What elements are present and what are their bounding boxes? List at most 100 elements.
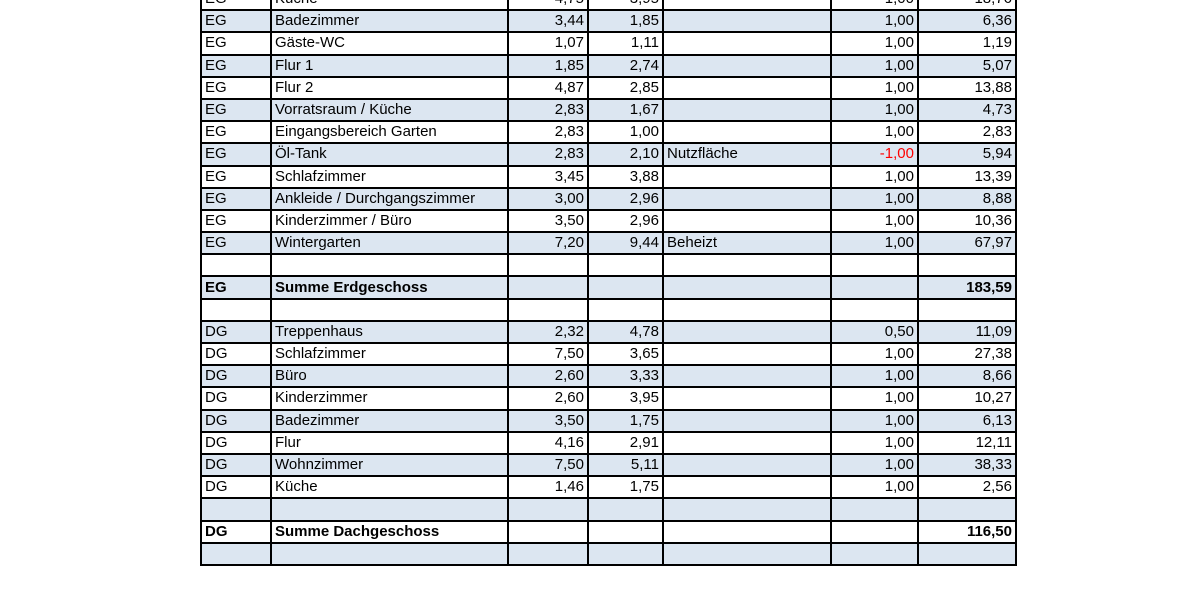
table-cell: 1,00: [830, 9, 919, 34]
table-cell: [270, 297, 509, 322]
table-cell: 1,11: [587, 31, 664, 56]
table-cell: [662, 452, 832, 478]
table-cell: 1,00: [830, 164, 919, 189]
table-cell: 183,59: [917, 275, 1017, 300]
table-cell: [507, 297, 589, 322]
table-cell: [587, 275, 664, 300]
table-cell: 2,74: [587, 53, 664, 78]
table-cell: 1,00: [830, 53, 919, 78]
table-cell: Eingangsbereich Garten: [270, 120, 509, 145]
table-cell: [917, 497, 1017, 522]
table-cell: 38,33: [917, 452, 1017, 478]
table-cell: 18,76: [917, 0, 1017, 12]
table-cell: DG: [200, 430, 272, 455]
table-cell: Flur 1: [270, 53, 509, 78]
table-cell: 13,39: [917, 164, 1017, 189]
table-row: EG Vorratsraum / Küche 2,83 1,67 1,00 4,73: [200, 97, 1017, 123]
table-row: DG Summe Dachgeschoss 116,50: [200, 519, 1017, 544]
table-row: [200, 541, 1017, 566]
table-cell: DG: [200, 364, 272, 389]
table-cell: 2,83: [917, 120, 1017, 145]
table-cell: Wintergarten: [270, 231, 509, 256]
table-cell: [662, 475, 832, 500]
table-cell: Badezimmer: [270, 9, 509, 34]
table-cell: 1,67: [587, 97, 664, 123]
table-cell: EG: [200, 53, 272, 78]
table-cell: [200, 253, 272, 278]
table-cell: 3,95: [587, 386, 664, 411]
table-cell: [662, 97, 832, 123]
table-cell: 1,19: [917, 31, 1017, 56]
table-cell: 12,11: [917, 430, 1017, 455]
table-cell: Summe Dachgeschoss: [270, 519, 509, 544]
table-cell: [662, 120, 832, 145]
table-cell: EG: [200, 142, 272, 167]
table-cell: [662, 541, 832, 566]
table-row: [200, 297, 1017, 322]
table-cell: [830, 275, 919, 300]
table-cell: DG: [200, 519, 272, 544]
table-cell: Küche: [270, 475, 509, 500]
table-cell: [662, 275, 832, 300]
table-row: EG Flur 2 4,87 2,85 1,00 13,88: [200, 75, 1017, 100]
table-cell: 5,94: [917, 142, 1017, 167]
table-cell: -1,00: [830, 142, 919, 167]
table-cell: [662, 408, 832, 433]
table-cell: 13,88: [917, 75, 1017, 100]
table-row: EG Schlafzimmer 3,45 3,88 1,00 13,39: [200, 164, 1017, 189]
table-cell: 9,44: [587, 231, 664, 256]
table-cell: 7,20: [507, 231, 589, 256]
table-cell: [507, 519, 589, 544]
table-cell: [662, 31, 832, 56]
table-cell: 1,00: [830, 31, 919, 56]
table-cell: 8,88: [917, 186, 1017, 211]
table-cell: 1,46: [507, 475, 589, 500]
table-cell: [917, 253, 1017, 278]
table-row: EG Eingangsbereich Garten 2,83 1,00 1,00 2,83: [200, 120, 1017, 145]
table-cell: [662, 53, 832, 78]
table-cell: 2,83: [507, 142, 589, 167]
table-cell: Flur: [270, 430, 509, 455]
table-cell: [662, 519, 832, 544]
table-cell: 3,50: [507, 408, 589, 433]
table-cell: 1,75: [587, 475, 664, 500]
table-cell: Treppenhaus: [270, 319, 509, 345]
table-cell: [270, 541, 509, 566]
table-cell: 1,00: [830, 430, 919, 455]
table-cell: 3,00: [507, 186, 589, 211]
table-cell: DG: [200, 408, 272, 433]
table-row: EG Ankleide / Durchgangszimmer 3,00 2,96 1,0…: [200, 186, 1017, 211]
table-cell: 1,00: [587, 120, 664, 145]
table-cell: Kinderzimmer: [270, 386, 509, 411]
table-cell: [830, 497, 919, 522]
table-cell: 2,96: [587, 186, 664, 211]
table-cell: 27,38: [917, 341, 1017, 367]
table-cell: [200, 297, 272, 322]
table-cell: [662, 364, 832, 389]
table-cell: 11,09: [917, 319, 1017, 345]
table-cell: 4,87: [507, 75, 589, 100]
table-cell: 1,00: [830, 208, 919, 234]
table-cell: 6,13: [917, 408, 1017, 433]
table-cell: DG: [200, 386, 272, 411]
table-cell: [662, 253, 832, 278]
table-cell: [662, 386, 832, 411]
table-cell: [270, 497, 509, 522]
table-cell: [830, 519, 919, 544]
table-cell: 10,27: [917, 386, 1017, 411]
table-cell: 1,85: [507, 53, 589, 78]
table-cell: Öl-Tank: [270, 142, 509, 167]
table-cell: 1,85: [587, 9, 664, 34]
table-row: [200, 497, 1017, 522]
table-row: EG Summe Erdgeschoss 183,59: [200, 275, 1017, 300]
table-cell: 2,10: [587, 142, 664, 167]
table-cell: 1,00: [830, 475, 919, 500]
table-row: EG Flur 1 1,85 2,74 1,00 5,07: [200, 53, 1017, 78]
table-cell: [507, 253, 589, 278]
table-row: DG Büro 2,60 3,33 1,00 8,66: [200, 364, 1017, 389]
table-cell: [830, 253, 919, 278]
table-cell: [507, 275, 589, 300]
table-cell: Küche: [270, 0, 509, 12]
table-cell: 1,00: [830, 231, 919, 256]
